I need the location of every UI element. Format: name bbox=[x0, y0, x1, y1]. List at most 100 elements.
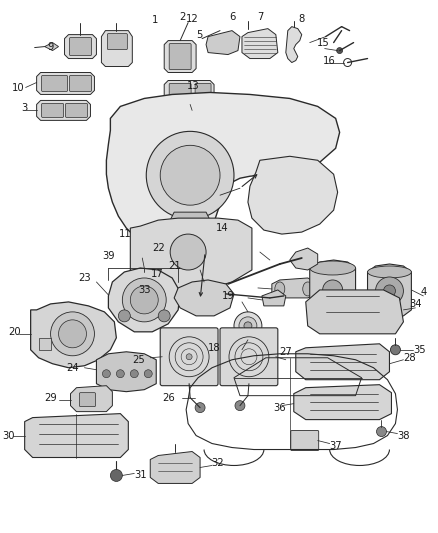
Text: 3: 3 bbox=[21, 103, 28, 114]
Polygon shape bbox=[306, 290, 403, 334]
Polygon shape bbox=[131, 218, 252, 290]
Polygon shape bbox=[262, 290, 286, 306]
Ellipse shape bbox=[310, 303, 356, 317]
Circle shape bbox=[337, 47, 343, 53]
Circle shape bbox=[131, 370, 138, 378]
Polygon shape bbox=[164, 80, 214, 104]
Text: 33: 33 bbox=[138, 285, 151, 295]
Text: 22: 22 bbox=[152, 243, 165, 253]
Text: 19: 19 bbox=[222, 291, 234, 301]
FancyBboxPatch shape bbox=[169, 44, 191, 69]
Polygon shape bbox=[106, 92, 339, 254]
Circle shape bbox=[323, 280, 343, 300]
Text: 36: 36 bbox=[273, 402, 286, 413]
Polygon shape bbox=[164, 41, 196, 72]
Circle shape bbox=[117, 370, 124, 378]
Circle shape bbox=[234, 312, 262, 340]
Circle shape bbox=[244, 322, 252, 330]
Text: 32: 32 bbox=[212, 458, 224, 469]
Text: 10: 10 bbox=[12, 84, 25, 93]
Polygon shape bbox=[25, 414, 128, 457]
Polygon shape bbox=[45, 43, 59, 51]
Text: 11: 11 bbox=[119, 229, 132, 239]
Text: 15: 15 bbox=[317, 38, 330, 47]
Text: 35: 35 bbox=[413, 345, 426, 355]
Text: 34: 34 bbox=[409, 299, 422, 309]
Text: 8: 8 bbox=[299, 14, 305, 23]
Circle shape bbox=[50, 312, 95, 356]
Text: 2: 2 bbox=[179, 12, 185, 22]
Text: 4: 4 bbox=[420, 287, 427, 297]
Text: 7: 7 bbox=[257, 12, 263, 22]
Text: 13: 13 bbox=[187, 82, 199, 92]
Text: 28: 28 bbox=[403, 353, 416, 363]
Polygon shape bbox=[296, 344, 389, 379]
FancyBboxPatch shape bbox=[70, 76, 92, 92]
Text: 9: 9 bbox=[47, 42, 54, 52]
Ellipse shape bbox=[275, 282, 285, 296]
Text: 29: 29 bbox=[44, 393, 57, 402]
Text: 5: 5 bbox=[196, 30, 202, 39]
FancyBboxPatch shape bbox=[42, 76, 67, 92]
FancyBboxPatch shape bbox=[195, 84, 211, 101]
Polygon shape bbox=[367, 264, 411, 318]
Circle shape bbox=[144, 370, 152, 378]
Circle shape bbox=[110, 470, 122, 481]
Ellipse shape bbox=[310, 261, 356, 275]
FancyBboxPatch shape bbox=[42, 103, 64, 117]
Circle shape bbox=[390, 345, 400, 355]
Polygon shape bbox=[39, 338, 50, 350]
FancyBboxPatch shape bbox=[66, 103, 88, 117]
Circle shape bbox=[186, 354, 192, 360]
Circle shape bbox=[102, 370, 110, 378]
Polygon shape bbox=[64, 35, 96, 59]
FancyBboxPatch shape bbox=[79, 393, 95, 407]
Text: 31: 31 bbox=[134, 471, 147, 480]
Polygon shape bbox=[174, 280, 234, 316]
Polygon shape bbox=[286, 27, 302, 62]
FancyBboxPatch shape bbox=[107, 34, 127, 50]
FancyBboxPatch shape bbox=[291, 431, 319, 450]
Text: 18: 18 bbox=[208, 343, 220, 353]
Text: 38: 38 bbox=[397, 431, 410, 441]
Text: 17: 17 bbox=[151, 269, 164, 279]
Circle shape bbox=[160, 146, 220, 205]
Polygon shape bbox=[248, 156, 338, 234]
Text: 21: 21 bbox=[168, 261, 180, 271]
Polygon shape bbox=[71, 386, 113, 411]
Polygon shape bbox=[310, 260, 356, 318]
Circle shape bbox=[118, 310, 131, 322]
FancyBboxPatch shape bbox=[70, 38, 92, 55]
Text: 16: 16 bbox=[323, 55, 336, 66]
Circle shape bbox=[158, 310, 170, 322]
Circle shape bbox=[59, 320, 86, 348]
Polygon shape bbox=[170, 212, 210, 258]
Polygon shape bbox=[96, 352, 156, 392]
Polygon shape bbox=[150, 451, 200, 483]
Circle shape bbox=[131, 286, 158, 314]
Text: 37: 37 bbox=[329, 441, 342, 450]
Circle shape bbox=[235, 401, 245, 410]
Circle shape bbox=[122, 278, 166, 322]
Text: 1: 1 bbox=[152, 14, 159, 25]
Polygon shape bbox=[37, 100, 91, 120]
FancyBboxPatch shape bbox=[169, 84, 191, 101]
Text: 6: 6 bbox=[229, 12, 235, 22]
Text: 30: 30 bbox=[3, 431, 15, 441]
Polygon shape bbox=[290, 248, 318, 270]
Text: 23: 23 bbox=[78, 273, 91, 283]
Circle shape bbox=[384, 285, 396, 297]
FancyBboxPatch shape bbox=[220, 328, 278, 386]
Text: 25: 25 bbox=[132, 355, 145, 365]
Text: 26: 26 bbox=[162, 393, 175, 402]
Polygon shape bbox=[294, 385, 392, 419]
Text: 24: 24 bbox=[66, 363, 79, 373]
Circle shape bbox=[146, 131, 234, 219]
Ellipse shape bbox=[303, 282, 313, 296]
Text: 20: 20 bbox=[8, 327, 21, 337]
Polygon shape bbox=[31, 302, 117, 368]
Text: 39: 39 bbox=[102, 251, 115, 261]
Text: 14: 14 bbox=[215, 223, 228, 233]
Circle shape bbox=[170, 234, 206, 270]
Polygon shape bbox=[102, 30, 132, 67]
